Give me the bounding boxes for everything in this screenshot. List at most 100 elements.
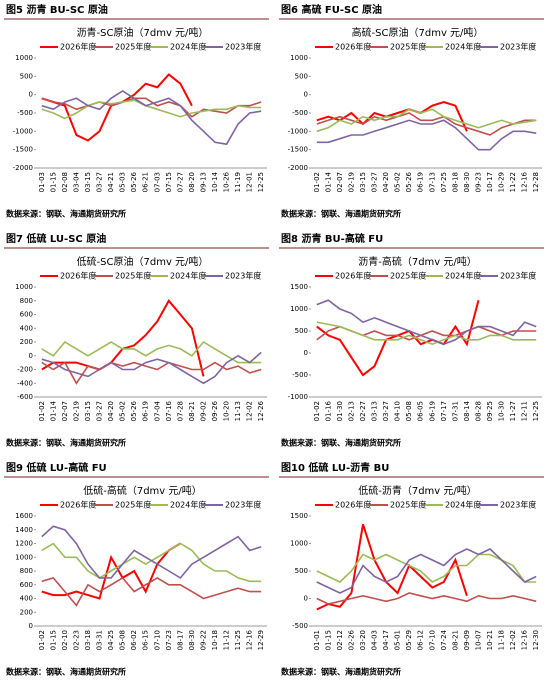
x-tick-label: 02-07 [61,401,69,421]
series-line [41,525,262,579]
legend-label: 2023年度 [225,500,261,510]
series-line [41,340,262,364]
y-tick-label: 1400 [15,526,33,534]
y-tick-label: -200 [17,366,33,374]
x-tick-label: 03-13 [371,401,379,421]
x-tick-label: 05-29 [405,630,413,650]
x-tick-label: 12-16 [246,629,254,650]
series-line [316,299,537,346]
x-tick-label: 08-14 [463,400,471,421]
x-tick-label: 05-01 [394,630,402,650]
x-tick-label: 01-15 [49,172,57,192]
y-tick-label: 1500 [290,512,308,520]
legend-label: 2025年度 [115,271,151,281]
y-tick-label: 0 [304,91,308,99]
y-tick-label: 0 [304,349,308,357]
x-tick-label: 04-17 [382,630,390,650]
x-tick-label: 10-17 [486,172,494,192]
x-tick-label: 01-16 [324,400,332,421]
x-tick-label: 06-21 [142,172,150,192]
x-tick-label: 04-03 [371,630,379,650]
y-tick-label: -500 [292,371,308,379]
x-tick-label: 01-01 [313,630,321,650]
x-tick-label: 02-19 [72,401,80,421]
x-tick-label: 06-12 [417,630,425,650]
legend-label: 2026年度 [335,500,371,510]
y-tick-label: 1500 [290,283,308,291]
series-line [316,119,537,151]
chart-panel: 图8 沥青 BU-高硫 FU 沥青-高硫（7dmv 元/吨） 2026年度 2025年… [279,232,544,448]
series-line [41,361,262,385]
series-line [316,299,480,377]
x-tick-label: 01-02 [38,630,46,650]
x-tick-label: 02-27 [359,401,367,421]
x-tick-label: 02-12 [336,630,344,650]
y-tick-label: 1000 [15,54,33,62]
x-tick-label: 12-02 [509,630,517,650]
legend-label: 2023年度 [225,271,261,281]
legend-label: 2023年度 [500,42,536,52]
caption: 图10 低硫 LU-沥青 BU [281,461,389,474]
x-tick-label: 07-03 [153,172,161,192]
chart-panel: 图10 低硫 LU-沥青 BU 低硫-沥青（7dmv 元/吨） 2026年度 2025… [279,461,544,677]
x-tick-label: 07-31 [451,401,459,421]
y-tick-label: 800 [20,567,33,575]
x-tick-label: 05-26 [405,171,413,192]
x-tick-label: 12-16 [521,629,529,650]
x-tick-label: 06-19 [417,172,425,192]
legend-label: 2023年度 [225,42,261,52]
legend-label: 2026年度 [60,42,96,52]
caption: 图5 沥青 BU-SC 原油 [6,3,108,16]
x-tick-label: 05-08 [405,401,413,421]
x-tick-label: 07-15 [165,172,173,192]
source-note: 数据来源：钢联、海通期货研究所 [281,667,401,677]
legend-label: 2024年度 [170,271,206,281]
series-line [316,100,468,132]
legend-label: 2024年度 [170,42,206,52]
x-tick-label: 04-21 [107,172,115,192]
y-tick-label: 0 [29,352,33,360]
y-tick-label: 0 [29,622,33,630]
x-tick-label: 11-18 [498,630,506,650]
x-tick-label: 03-27 [382,401,390,421]
y-tick-label: 600 [20,581,33,589]
x-tick-label: 11-12 [223,630,231,650]
x-tick-label: 06-05 [417,401,425,421]
x-tick-label: 10-30 [498,401,506,421]
legend-label: 2025年度 [390,42,426,52]
series-line [316,553,537,583]
x-tick-label: 04-20 [107,401,115,421]
x-tick-label: 02-23 [72,630,80,650]
y-tick-label: 0 [29,91,33,99]
legend-label: 2025年度 [115,500,151,510]
x-tick-label: 01-02 [313,172,321,192]
x-tick-label: 10-18 [211,630,219,650]
source-note: 数据来源：钢联、海通期货研究所 [6,667,126,677]
x-tick-label: 06-02 [130,630,138,650]
x-tick-label: 08-21 [188,401,196,421]
caption: 图8 沥青 BU-高硫 FU [281,232,383,245]
y-tick-label: -2000 [13,164,33,172]
y-tick-label: 400 [20,324,33,332]
y-tick-label: -500 [292,622,308,630]
x-tick-label: 05-02 [119,401,127,421]
x-tick-label: 12-29 [257,630,265,650]
x-tick-label: 11-27 [509,401,517,421]
chart-title: 高硫-SC原油（7dmv 元/吨） [352,26,484,39]
legend-label: 2024年度 [445,500,481,510]
chart-title: 低硫-SC原油（7dmv 元/吨） [77,255,209,268]
series-line [41,99,262,120]
x-tick-label: 01-15 [49,630,57,650]
series-line [41,97,262,118]
x-tick-label: 06-19 [142,401,150,421]
chart-title: 低硫-沥青（7dmv 元/吨） [358,484,477,497]
y-tick-label: -1000 [13,127,33,135]
x-tick-label: 07-17 [440,401,448,421]
y-tick-label: -500 [17,109,33,117]
chart-title: 沥青-SC原油（7dmv 元/吨） [77,26,209,39]
x-tick-label: 09-22 [199,630,207,650]
y-tick-label: -400 [17,379,33,387]
x-tick-label: 09-25 [486,401,494,421]
